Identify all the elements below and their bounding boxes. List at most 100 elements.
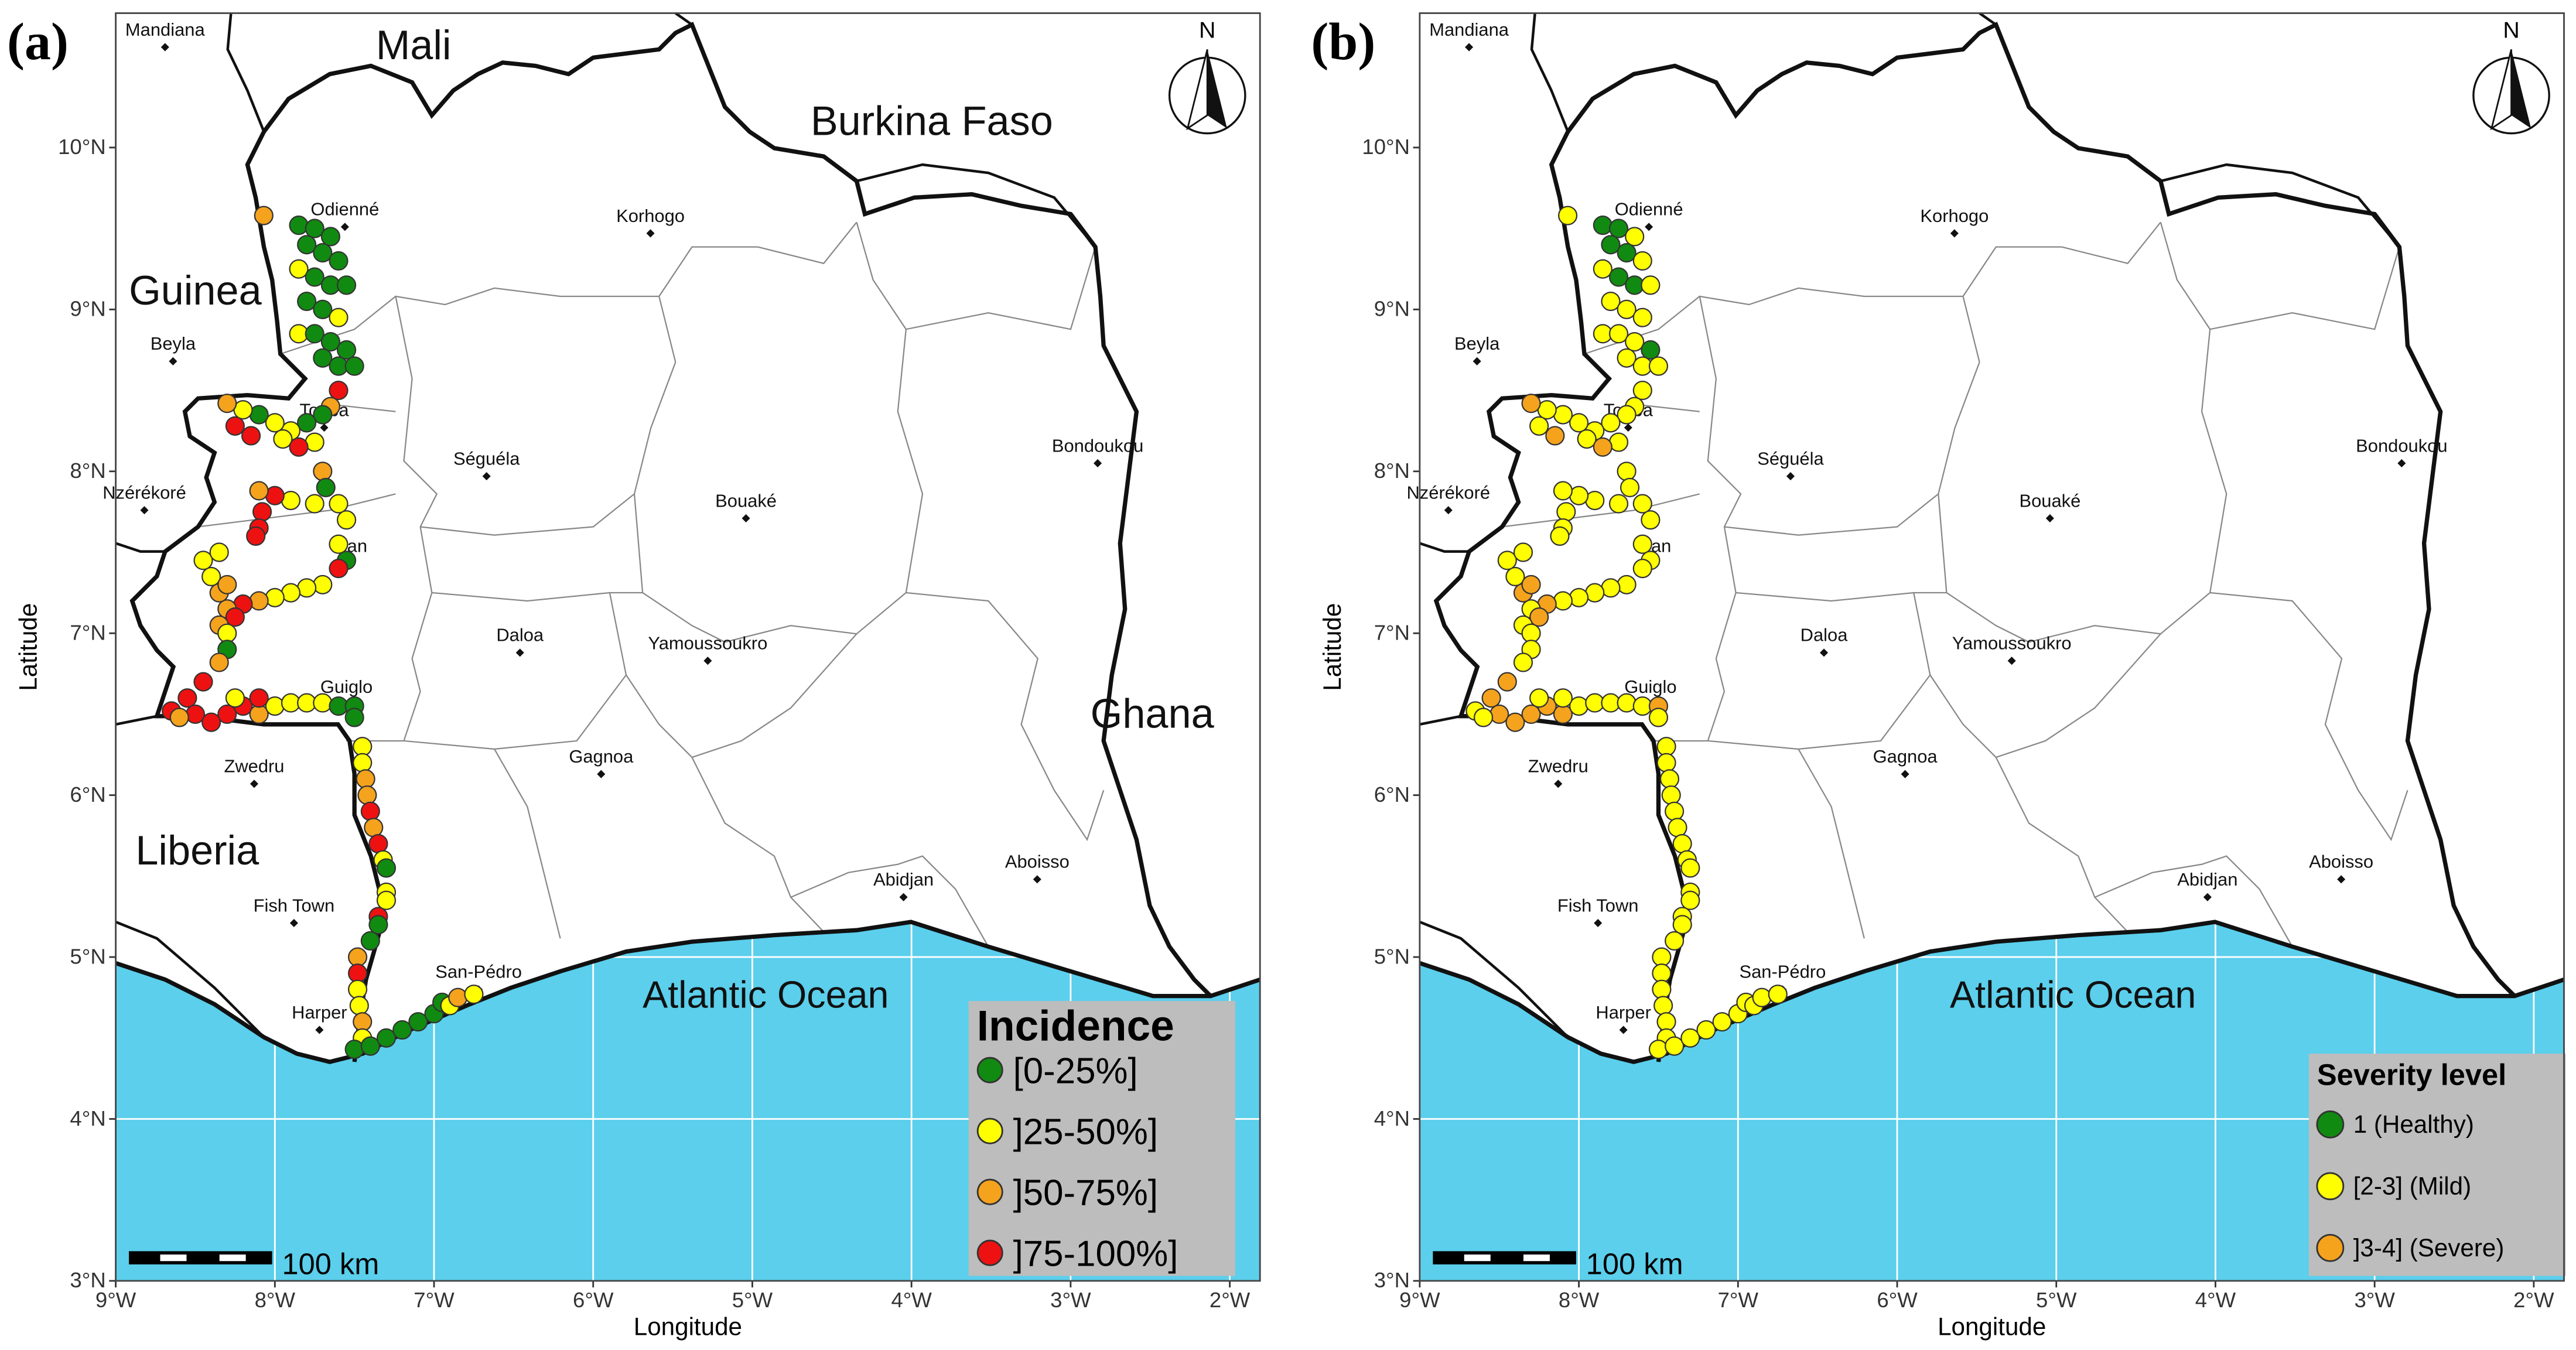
survey-point <box>329 380 349 401</box>
survey-point <box>1529 416 1549 436</box>
survey-point <box>1513 652 1533 672</box>
survey-point <box>1593 437 1612 457</box>
grid <box>115 13 1260 1282</box>
survey-point <box>1659 769 1680 789</box>
survey-point <box>1608 324 1629 344</box>
city-marker <box>1465 43 1474 52</box>
x-tick-label: 6°W <box>1877 1288 1918 1312</box>
legend-box <box>2308 1054 2566 1276</box>
city-marker <box>1820 648 1829 657</box>
north-label: N <box>2503 18 2519 43</box>
survey-point <box>313 348 333 368</box>
survey-point <box>349 996 369 1016</box>
legend: Incidence[0-25%]]25-50%]]50-75%]]75-100%… <box>968 1001 1236 1276</box>
y-tick-label: 9°N <box>70 297 105 321</box>
scale-label: 100 km <box>1586 1248 1683 1281</box>
city-label: Aboisso <box>2309 852 2373 872</box>
survey-point <box>169 708 189 727</box>
survey-point <box>1652 963 1672 983</box>
survey-point <box>357 785 377 805</box>
city-label: Korhogo <box>616 206 685 226</box>
city-marker <box>320 423 329 432</box>
legend-title: Severity level <box>2317 1058 2506 1091</box>
survey-point <box>1665 801 1685 821</box>
country-label: Ghana <box>1091 690 1215 736</box>
survey-point <box>313 693 333 713</box>
city-label: Gagnoa <box>1873 746 1938 767</box>
survey-point <box>1569 413 1589 433</box>
city-label: Yamoussoukro <box>648 633 767 654</box>
x-tick-label: 4°W <box>2195 1288 2236 1312</box>
survey-point <box>265 413 285 433</box>
x-tick-label: 2°W <box>2513 1288 2554 1312</box>
survey-point <box>348 947 368 967</box>
survey-point <box>265 587 285 607</box>
x-tick-label: 5°W <box>732 1288 773 1312</box>
city-label: Bondoukou <box>2356 435 2447 456</box>
survey-point <box>1632 251 1652 271</box>
survey-point <box>348 979 368 999</box>
legend-box <box>968 1001 1236 1276</box>
survey-point <box>329 534 349 554</box>
city-label: San-Pédro <box>1740 962 1826 982</box>
survey-point <box>1668 818 1687 838</box>
city-marker <box>250 780 259 788</box>
city-label: Mandiana <box>125 19 206 40</box>
survey-point <box>1557 206 1578 225</box>
survey-point <box>1577 429 1597 449</box>
survey-point <box>1601 413 1621 433</box>
city-marker <box>140 506 149 515</box>
x-axis-label: Longitude <box>1938 1313 2046 1341</box>
city-label: Abidjan <box>2177 869 2237 890</box>
survey-point <box>1481 688 1501 708</box>
survey-point <box>265 696 285 716</box>
survey-point <box>329 307 349 327</box>
panel-label: (b) <box>1311 13 1375 71</box>
survey-point <box>1617 299 1637 319</box>
city-label: Abidjan <box>873 869 934 890</box>
city-marker <box>1444 506 1453 515</box>
survey-point <box>225 607 245 627</box>
x-tick-label: 8°W <box>1559 1288 1600 1312</box>
survey-point <box>1593 216 1612 235</box>
survey-point <box>209 542 229 562</box>
survey-point <box>252 502 272 522</box>
survey-point <box>1632 534 1652 554</box>
y-tick-label: 5°N <box>70 944 105 968</box>
survey-point <box>344 708 364 727</box>
survey-point <box>225 416 245 436</box>
survey-point <box>1553 481 1573 501</box>
survey-point <box>313 299 333 319</box>
country-labels: Mali Burkina Faso Guinea Ghana Liberia A… <box>129 22 1214 1016</box>
city-marker <box>1094 459 1102 467</box>
survey-point <box>305 324 324 344</box>
city-marker <box>2203 893 2212 901</box>
survey-point <box>1641 275 1661 295</box>
city-marker <box>1901 770 1909 778</box>
city-label: Guiglo <box>320 676 373 697</box>
survey-point <box>289 259 309 279</box>
survey-point <box>1553 704 1573 724</box>
survey-point <box>356 769 375 789</box>
survey-point <box>353 1012 373 1032</box>
survey-point <box>1617 243 1637 263</box>
survey-point <box>1521 394 1541 413</box>
survey-point <box>353 737 373 757</box>
survey-point <box>368 833 388 854</box>
survey-point <box>1665 1036 1685 1056</box>
legend-label: 1 (Healthy) <box>2353 1110 2474 1138</box>
survey-point <box>1712 1012 1732 1032</box>
survey-point <box>1521 623 1541 643</box>
city-label: Zwedru <box>224 756 284 777</box>
survey-point <box>209 652 229 672</box>
city-label: Beyla <box>1454 333 1500 354</box>
city-marker <box>2337 875 2346 884</box>
scale-label: 100 km <box>282 1248 379 1281</box>
survey-point <box>1680 890 1700 910</box>
survey-point <box>336 510 357 530</box>
city-marker <box>482 472 491 481</box>
survey-point <box>273 429 293 449</box>
city-label: Fish Town <box>1557 895 1639 915</box>
survey-point <box>1497 672 1517 692</box>
x-tick-label: 6°W <box>573 1288 614 1312</box>
